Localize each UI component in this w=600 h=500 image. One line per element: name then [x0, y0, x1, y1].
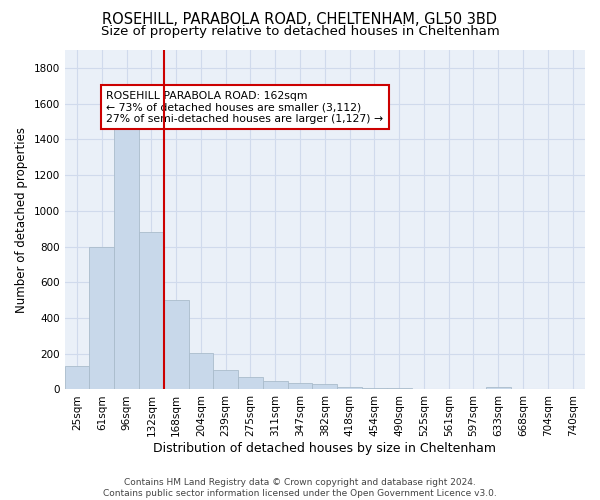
Bar	[461, 389, 486, 390]
Bar	[214, 370, 238, 390]
Text: ROSEHILL PARABOLA ROAD: 162sqm
← 73% of detached houses are smaller (3,112)
27% : ROSEHILL PARABOLA ROAD: 162sqm ← 73% of …	[106, 90, 383, 124]
X-axis label: Distribution of detached houses by size in Cheltenham: Distribution of detached houses by size …	[154, 442, 496, 455]
Y-axis label: Number of detached properties: Number of detached properties	[15, 126, 28, 312]
Bar	[164, 300, 188, 390]
Bar	[337, 387, 362, 390]
Bar	[287, 383, 313, 390]
Bar	[313, 384, 337, 390]
Bar	[412, 388, 436, 390]
Text: ROSEHILL, PARABOLA ROAD, CHELTENHAM, GL50 3BD: ROSEHILL, PARABOLA ROAD, CHELTENHAM, GL5…	[103, 12, 497, 28]
Bar	[436, 388, 461, 390]
Bar	[65, 366, 89, 390]
Bar	[89, 246, 114, 390]
Text: Contains HM Land Registry data © Crown copyright and database right 2024.
Contai: Contains HM Land Registry data © Crown c…	[103, 478, 497, 498]
Bar	[362, 388, 387, 390]
Bar	[114, 124, 139, 390]
Text: Size of property relative to detached houses in Cheltenham: Size of property relative to detached ho…	[101, 25, 499, 38]
Bar	[263, 382, 287, 390]
Bar	[387, 388, 412, 390]
Bar	[486, 387, 511, 390]
Bar	[139, 232, 164, 390]
Bar	[188, 353, 214, 390]
Bar	[238, 377, 263, 390]
